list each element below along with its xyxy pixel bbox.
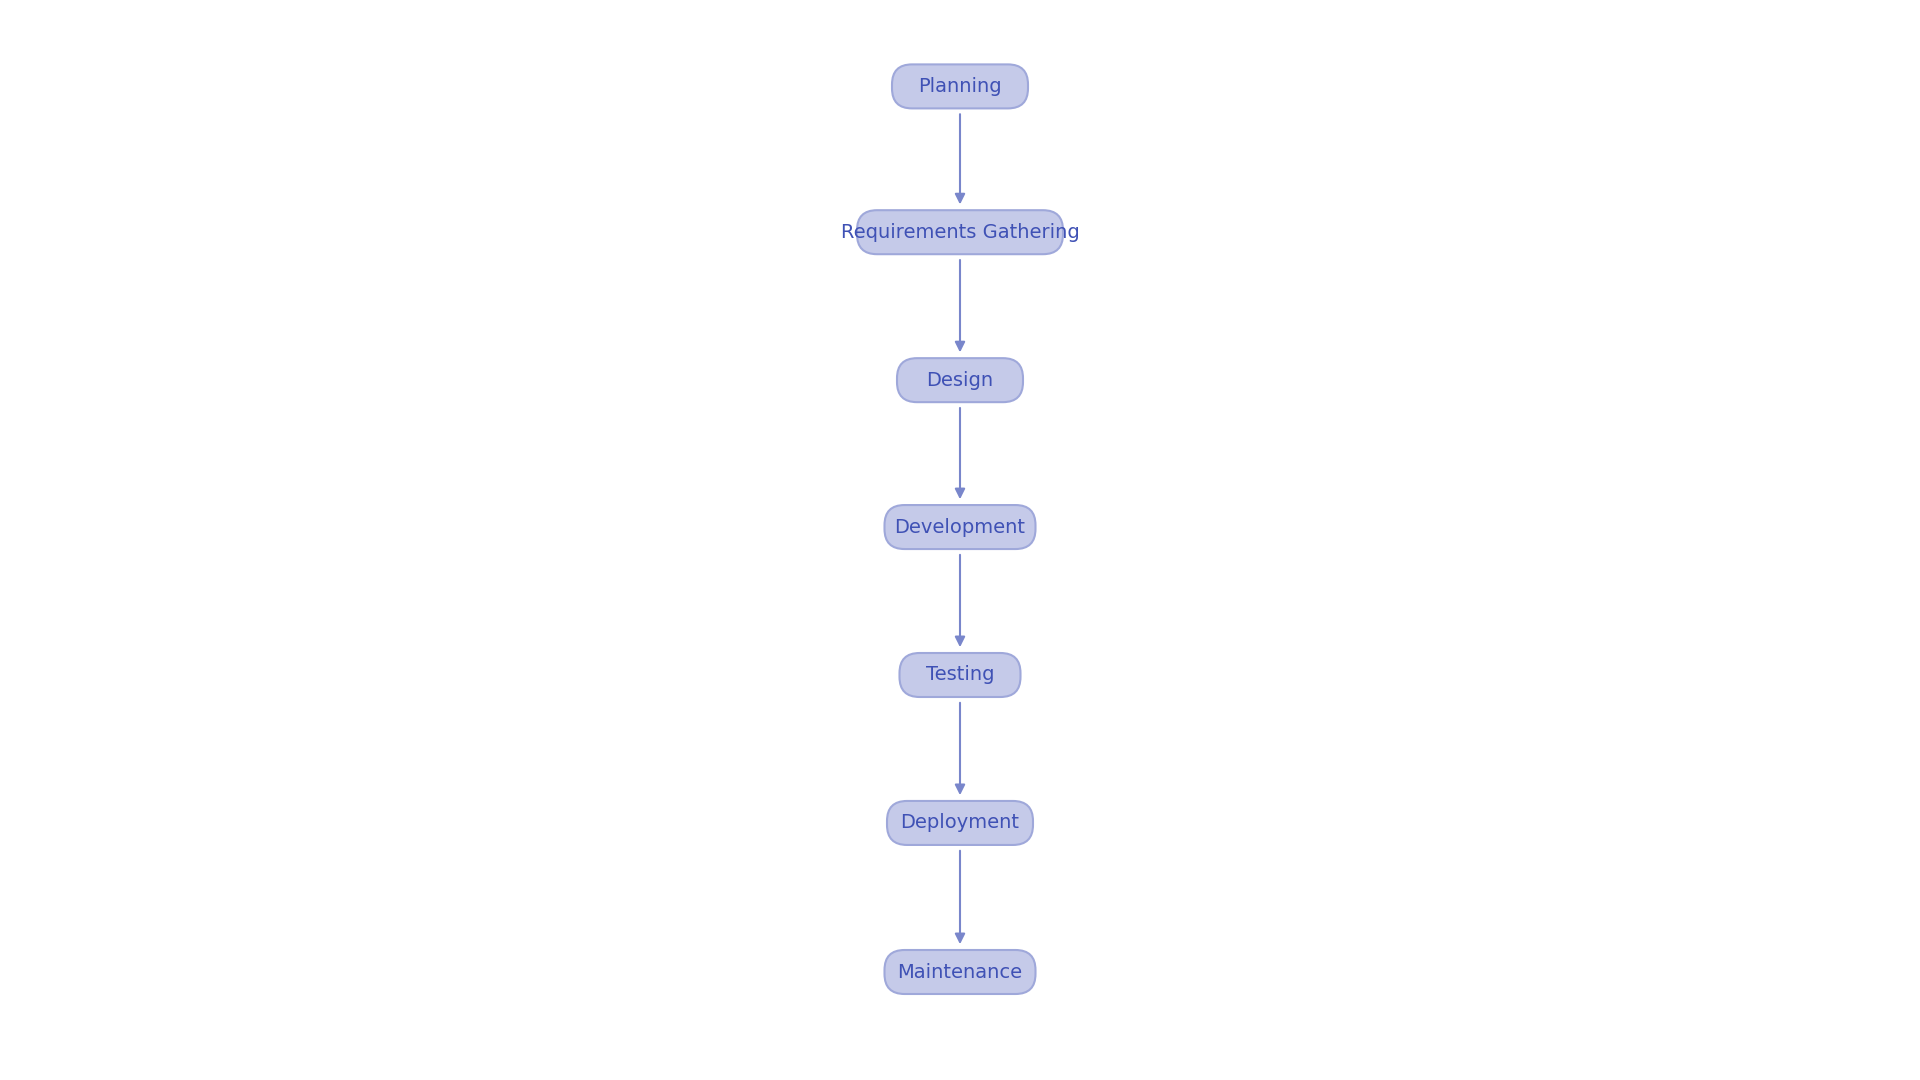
FancyBboxPatch shape — [887, 801, 1033, 845]
Text: Design: Design — [927, 370, 993, 390]
Text: Maintenance: Maintenance — [897, 962, 1023, 982]
Text: Requirements Gathering: Requirements Gathering — [841, 222, 1079, 242]
FancyBboxPatch shape — [893, 65, 1027, 108]
FancyBboxPatch shape — [856, 211, 1064, 254]
FancyBboxPatch shape — [897, 359, 1023, 402]
Text: Planning: Planning — [918, 77, 1002, 96]
Text: Development: Development — [895, 517, 1025, 537]
FancyBboxPatch shape — [885, 505, 1035, 549]
FancyBboxPatch shape — [885, 950, 1035, 994]
Text: Deployment: Deployment — [900, 813, 1020, 833]
FancyBboxPatch shape — [899, 653, 1021, 697]
Text: Testing: Testing — [925, 665, 995, 685]
